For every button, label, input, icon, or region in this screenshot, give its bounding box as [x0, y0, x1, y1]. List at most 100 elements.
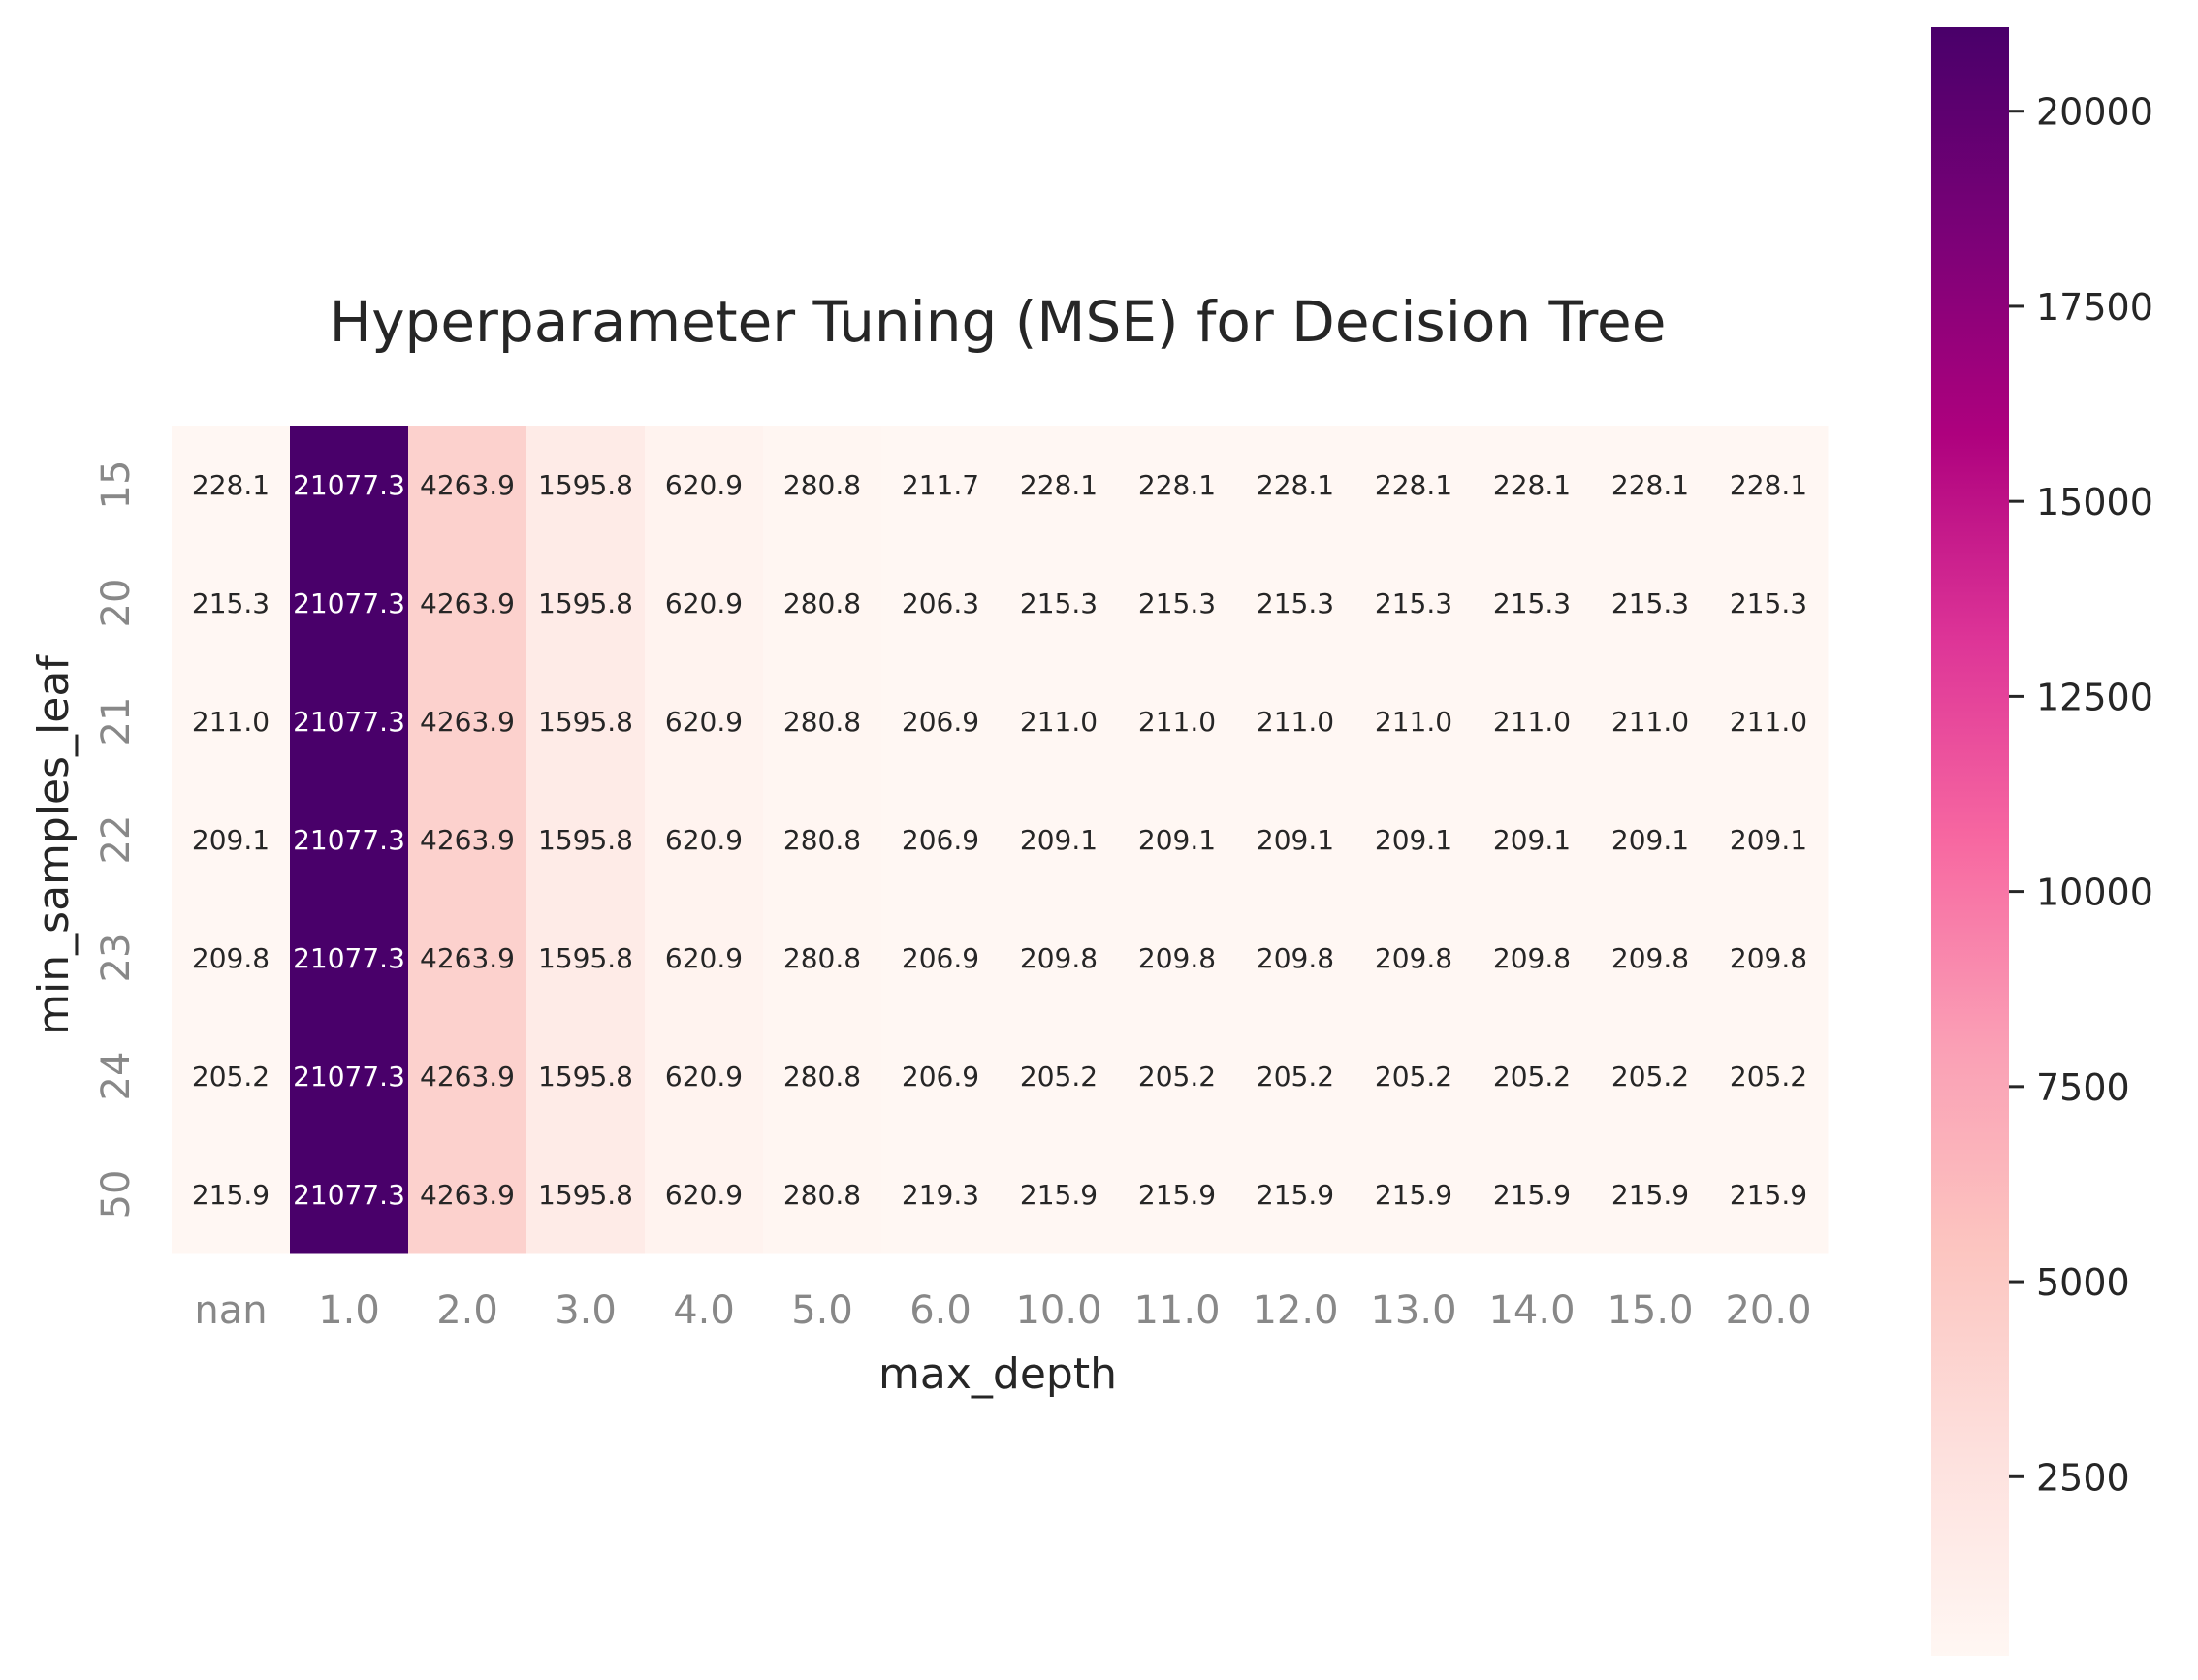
cell-value-label: 205.2 — [1257, 1061, 1334, 1093]
heatmap-cell — [172, 780, 291, 900]
cell-value-label: 280.8 — [783, 587, 861, 619]
cell-value-label: 620.9 — [665, 1061, 743, 1093]
cell-value-label: 280.8 — [783, 1179, 861, 1211]
cell-value-label: 228.1 — [1611, 469, 1689, 501]
x-tick-label: 13.0 — [1370, 1288, 1456, 1333]
cell-value-label: 206.9 — [902, 942, 979, 974]
heatmap-cell — [290, 780, 409, 900]
y-tick-label: 21 — [94, 697, 139, 746]
cell-value-label: 209.1 — [1611, 824, 1689, 856]
heatmap-cell — [290, 1017, 409, 1136]
heatmap-cell — [1473, 899, 1592, 1018]
cell-value-label: 228.1 — [1493, 469, 1571, 501]
y-tick-label: 23 — [94, 934, 139, 983]
cell-value-label: 228.1 — [1375, 469, 1452, 501]
heatmap-cell — [881, 1135, 1001, 1254]
heatmap-cell — [881, 899, 1001, 1018]
chart-title: Hyperparameter Tuning (MSE) for Decision… — [330, 289, 1667, 355]
heatmap-cell — [1591, 780, 1710, 900]
y-axis-label: min_samples_leaf — [29, 654, 79, 1035]
heatmap-cell — [526, 1135, 646, 1254]
cell-value-label: 215.3 — [192, 587, 270, 619]
y-tick-label: 24 — [94, 1052, 139, 1101]
cell-value-label: 209.1 — [1375, 824, 1452, 856]
cell-value-label: 211.0 — [1375, 706, 1452, 738]
cell-value-label: 209.8 — [1493, 942, 1571, 974]
cell-value-label: 215.9 — [1138, 1179, 1216, 1211]
heatmap-cell — [1000, 899, 1119, 1018]
cell-value-label: 4263.9 — [420, 587, 515, 619]
cell-value-label: 215.9 — [1020, 1179, 1098, 1211]
cell-value-label: 215.3 — [1730, 587, 1807, 619]
cell-value-label: 209.8 — [1020, 942, 1098, 974]
heatmap-cell — [290, 1135, 409, 1254]
y-tick-label: 50 — [94, 1170, 139, 1220]
heatmap-cell — [1591, 662, 1710, 781]
cell-value-label: 205.2 — [1138, 1061, 1216, 1093]
colorbar-tick-label: 5000 — [2036, 1261, 2130, 1304]
cell-value-label: 205.2 — [1730, 1061, 1807, 1093]
heatmap-cell — [881, 780, 1001, 900]
y-tick-label: 15 — [94, 460, 139, 510]
cell-value-label: 21077.3 — [293, 1061, 405, 1093]
cell-value-label: 211.0 — [192, 706, 270, 738]
cell-value-label: 1595.8 — [538, 1061, 633, 1093]
heatmap-cell — [645, 662, 764, 781]
heatmap-cell — [881, 662, 1001, 781]
cell-value-label: 215.9 — [1611, 1179, 1689, 1211]
cell-value-label: 1595.8 — [538, 706, 633, 738]
heatmap-cell — [881, 426, 1001, 545]
x-tick-label: 20.0 — [1725, 1288, 1811, 1333]
heatmap-cell — [1354, 1017, 1474, 1136]
x-tick-label: 11.0 — [1133, 1288, 1220, 1333]
heatmap-cell — [881, 544, 1001, 663]
heatmap-cell — [526, 1017, 646, 1136]
cell-value-label: 211.0 — [1493, 706, 1571, 738]
heatmap-cell — [290, 426, 409, 545]
heatmap-cell — [1591, 544, 1710, 663]
cell-value-label: 620.9 — [665, 706, 743, 738]
heatmap-cell — [408, 899, 527, 1018]
heatmap-cell — [1118, 780, 1237, 900]
cell-value-label: 620.9 — [665, 942, 743, 974]
x-tick-label: 1.0 — [318, 1288, 380, 1333]
cell-value-label: 228.1 — [1257, 469, 1334, 501]
heatmap-cell — [1354, 1135, 1474, 1254]
cell-value-label: 211.0 — [1730, 706, 1807, 738]
heatmap-cell — [1236, 899, 1355, 1018]
heatmap-cell — [1354, 544, 1474, 663]
heatmap-cell — [763, 544, 882, 663]
cell-value-label: 205.2 — [192, 1061, 270, 1093]
cell-value-label: 21077.3 — [293, 1179, 405, 1211]
heatmap-cell — [408, 426, 527, 545]
heatmap-cell — [526, 426, 646, 545]
cell-value-label: 280.8 — [783, 942, 861, 974]
heatmap-cell — [172, 662, 291, 781]
heatmap-cell — [172, 899, 291, 1018]
heatmap-cell — [290, 899, 409, 1018]
heatmap-cell — [1000, 662, 1119, 781]
heatmap-cell — [1236, 426, 1355, 545]
cell-value-label: 206.3 — [902, 587, 979, 619]
heatmap-cell — [172, 1017, 291, 1136]
colorbar-tick-label: 2500 — [2036, 1456, 2130, 1499]
cell-value-label: 205.2 — [1493, 1061, 1571, 1093]
cell-value-label: 215.9 — [1730, 1179, 1807, 1211]
heatmap-cell — [1354, 662, 1474, 781]
heatmap-cell — [1000, 544, 1119, 663]
heatmap-cell — [526, 780, 646, 900]
cell-value-label: 1595.8 — [538, 824, 633, 856]
heatmap-cell — [1591, 899, 1710, 1018]
cell-value-label: 211.0 — [1020, 706, 1098, 738]
cell-value-label: 215.9 — [1257, 1179, 1334, 1211]
x-tick-label: 10.0 — [1015, 1288, 1101, 1333]
cell-value-label: 209.8 — [192, 942, 270, 974]
heatmap-cell — [1354, 899, 1474, 1018]
cell-value-label: 211.0 — [1257, 706, 1334, 738]
y-tick-label: 22 — [94, 815, 139, 865]
heatmap-cell — [1473, 1017, 1592, 1136]
cell-value-label: 211.0 — [1611, 706, 1689, 738]
cell-value-label: 206.9 — [902, 824, 979, 856]
cell-value-label: 209.8 — [1138, 942, 1216, 974]
heatmap-cell — [1709, 544, 1829, 663]
